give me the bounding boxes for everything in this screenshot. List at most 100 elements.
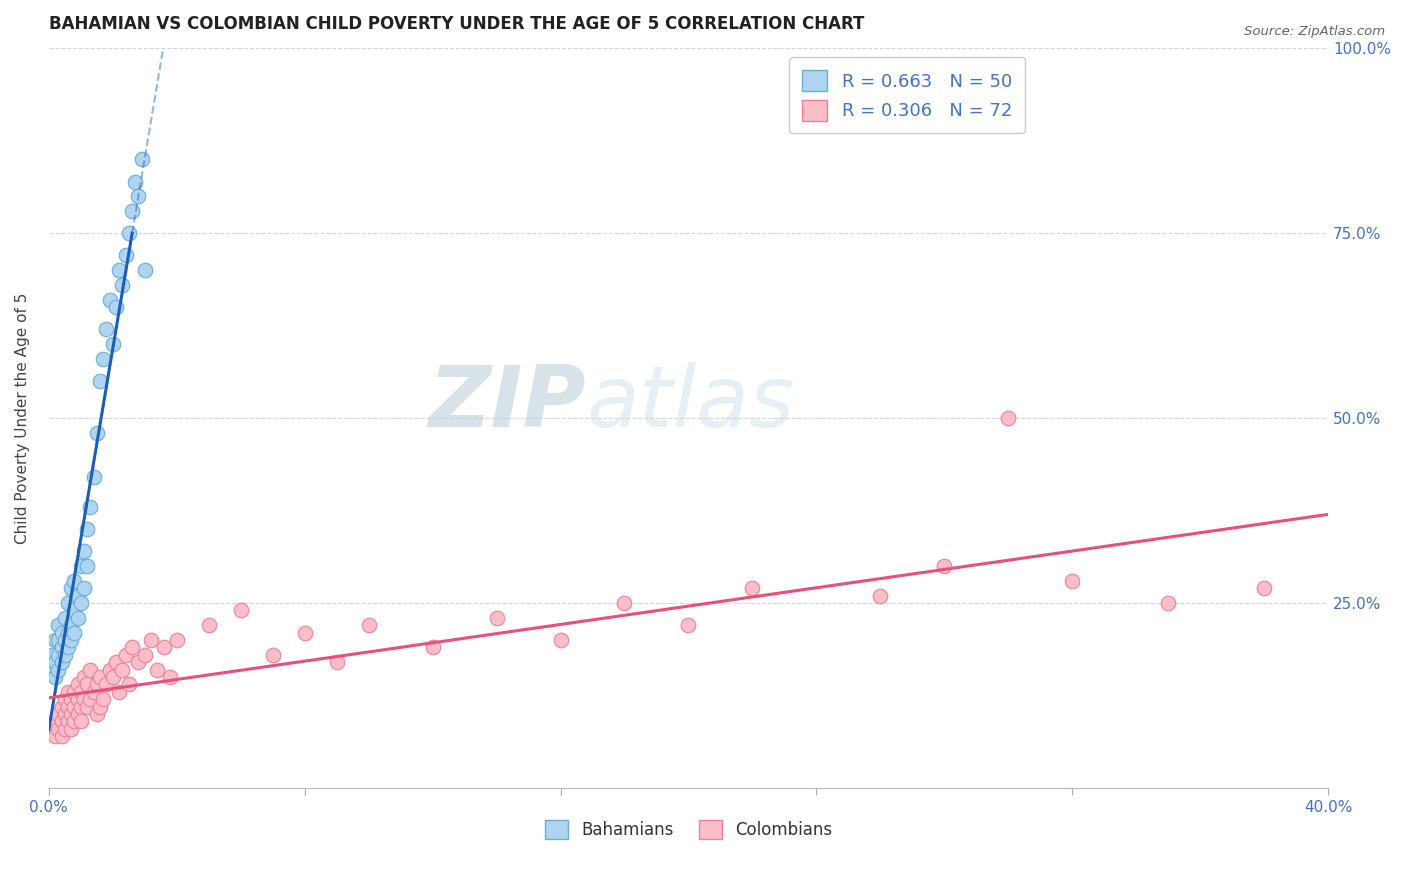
Point xyxy=(139,632,162,647)
Point xyxy=(60,706,83,721)
Point xyxy=(60,722,83,736)
Point xyxy=(83,684,105,698)
Point xyxy=(869,589,891,603)
Point xyxy=(101,670,124,684)
Point xyxy=(63,625,86,640)
Point xyxy=(41,648,63,662)
Point xyxy=(741,581,763,595)
Point xyxy=(96,677,118,691)
Point xyxy=(73,544,96,558)
Point xyxy=(997,411,1019,425)
Point xyxy=(550,632,572,647)
Point xyxy=(229,603,252,617)
Point xyxy=(89,699,111,714)
Point xyxy=(98,663,121,677)
Point xyxy=(63,684,86,698)
Point xyxy=(53,722,76,736)
Point xyxy=(60,618,83,632)
Point xyxy=(121,640,143,655)
Point xyxy=(60,581,83,595)
Point xyxy=(46,722,69,736)
Point xyxy=(53,632,76,647)
Point xyxy=(56,684,79,698)
Point xyxy=(66,611,89,625)
Point xyxy=(134,648,156,662)
Point xyxy=(44,670,66,684)
Point xyxy=(325,655,347,669)
Point xyxy=(53,611,76,625)
Text: atlas: atlas xyxy=(586,362,794,445)
Point xyxy=(46,618,69,632)
Point xyxy=(485,611,508,625)
Point xyxy=(108,684,131,698)
Point xyxy=(121,204,143,219)
Point xyxy=(294,625,316,640)
Point xyxy=(197,618,219,632)
Point xyxy=(83,470,105,484)
Text: BAHAMIAN VS COLOMBIAN CHILD POVERTY UNDER THE AGE OF 5 CORRELATION CHART: BAHAMIAN VS COLOMBIAN CHILD POVERTY UNDE… xyxy=(49,15,865,33)
Point xyxy=(124,175,146,189)
Point xyxy=(56,714,79,729)
Point xyxy=(46,648,69,662)
Point xyxy=(76,677,98,691)
Point xyxy=(357,618,380,632)
Point xyxy=(63,603,86,617)
Point xyxy=(66,589,89,603)
Point xyxy=(114,648,136,662)
Point xyxy=(46,706,69,721)
Point xyxy=(51,699,73,714)
Point xyxy=(66,692,89,706)
Point xyxy=(86,425,108,440)
Point xyxy=(934,559,956,574)
Point xyxy=(76,699,98,714)
Point xyxy=(73,692,96,706)
Point xyxy=(44,729,66,743)
Point xyxy=(53,706,76,721)
Point xyxy=(63,714,86,729)
Point xyxy=(153,640,176,655)
Point xyxy=(131,153,153,167)
Point xyxy=(118,677,141,691)
Point xyxy=(56,625,79,640)
Point xyxy=(51,655,73,669)
Point xyxy=(51,625,73,640)
Point xyxy=(101,337,124,351)
Point xyxy=(678,618,700,632)
Point xyxy=(44,714,66,729)
Point xyxy=(89,670,111,684)
Point xyxy=(41,663,63,677)
Point xyxy=(73,670,96,684)
Point xyxy=(56,640,79,655)
Y-axis label: Child Poverty Under the Age of 5: Child Poverty Under the Age of 5 xyxy=(15,293,30,544)
Point xyxy=(69,699,91,714)
Point xyxy=(166,632,188,647)
Legend: Bahamians, Colombians: Bahamians, Colombians xyxy=(538,814,839,846)
Point xyxy=(69,559,91,574)
Point xyxy=(66,706,89,721)
Point xyxy=(60,692,83,706)
Point xyxy=(1157,596,1180,610)
Point xyxy=(134,263,156,277)
Point xyxy=(91,351,114,366)
Point xyxy=(127,189,149,203)
Point xyxy=(76,559,98,574)
Point xyxy=(86,677,108,691)
Point xyxy=(111,278,134,293)
Point xyxy=(104,655,127,669)
Point xyxy=(98,293,121,307)
Point xyxy=(53,648,76,662)
Point xyxy=(118,227,141,241)
Point xyxy=(114,248,136,262)
Point xyxy=(159,670,181,684)
Point xyxy=(89,374,111,388)
Point xyxy=(44,655,66,669)
Point xyxy=(262,648,284,662)
Point xyxy=(91,692,114,706)
Point xyxy=(127,655,149,669)
Point xyxy=(69,714,91,729)
Point xyxy=(63,699,86,714)
Point xyxy=(422,640,444,655)
Point xyxy=(613,596,636,610)
Point xyxy=(79,500,101,514)
Point xyxy=(79,663,101,677)
